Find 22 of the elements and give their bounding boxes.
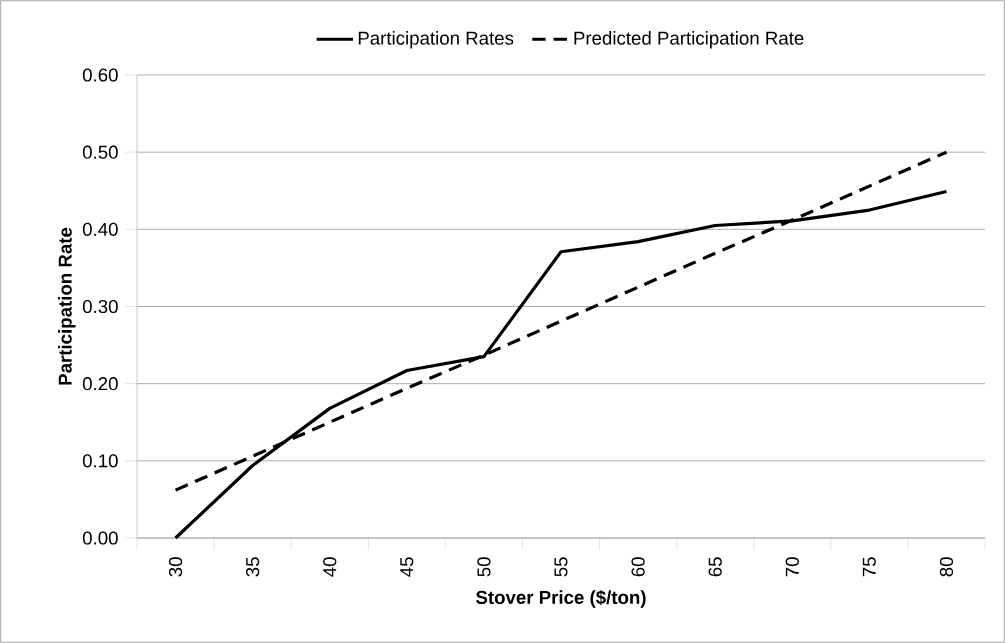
y-tick-label: 0.00 (82, 531, 118, 545)
x-tick-label: 80 (939, 557, 954, 577)
x-tick-label: 30 (168, 557, 183, 577)
x-tick-label: 65 (708, 557, 722, 577)
x-tick-label: 45 (400, 557, 414, 577)
x-tick-label: 40 (323, 557, 337, 577)
y-tick-label: 0.60 (82, 68, 118, 82)
x-tick-label: 70 (785, 557, 799, 577)
legend-label: Participation Rates (358, 31, 514, 49)
y-tick-label: 0.20 (82, 377, 118, 391)
legend-label: Predicted Participation Rate (574, 31, 804, 49)
y-tick-label: 0.10 (82, 454, 118, 468)
x-tick-label: 35 (246, 557, 260, 577)
x-tick-label: 75 (862, 557, 876, 577)
y-tick-label: 0.30 (82, 299, 118, 314)
y-tick-label: 0.50 (82, 145, 118, 159)
x-tick-label: 50 (477, 557, 491, 577)
y-axis-title: Participation Rate (58, 227, 76, 385)
x-tick-label: 60 (631, 557, 645, 577)
x-axis-title: Stover Price ($/ton) (475, 589, 646, 608)
x-tick-label: 55 (554, 557, 568, 577)
y-tick-label: 0.40 (82, 222, 118, 236)
